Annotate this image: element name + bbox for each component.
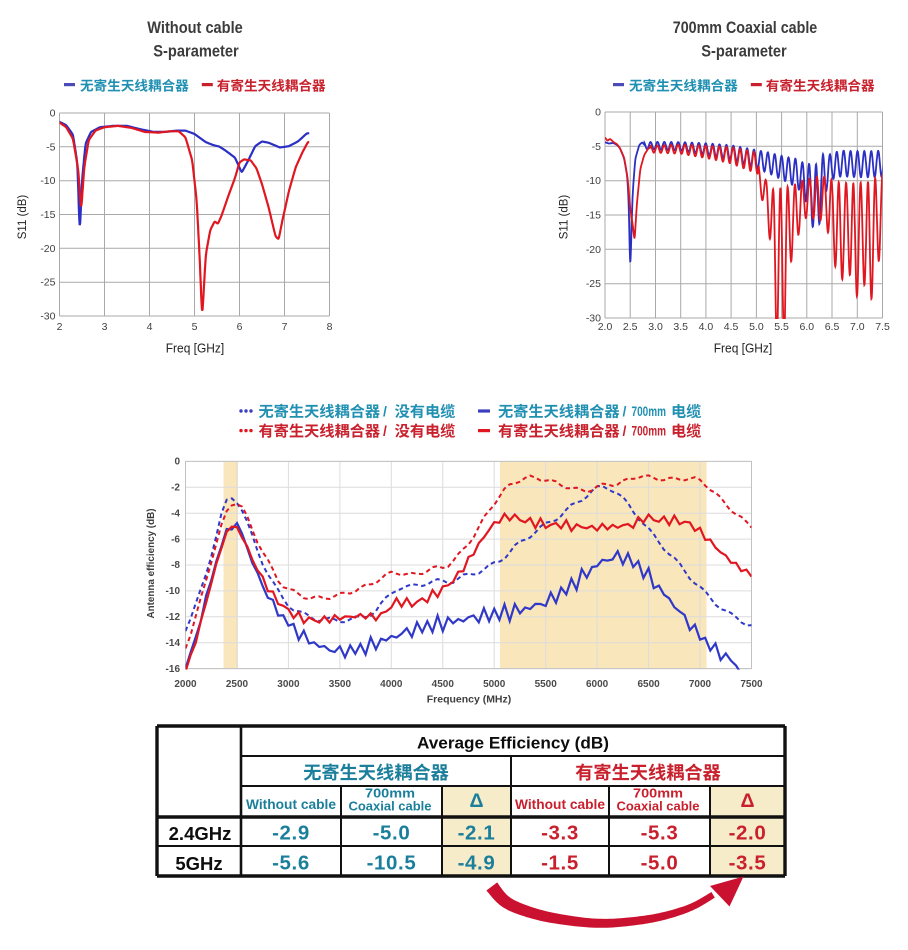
svg-text:/: / [623,423,627,439]
svg-text:7500: 7500 [740,679,763,690]
svg-text:5: 5 [192,321,198,333]
svg-text:Without cable: Without cable [246,797,336,812]
svg-text:Δ: Δ [740,790,754,812]
svg-text:2500: 2500 [226,679,249,690]
svg-text:4500: 4500 [432,679,455,690]
svg-text:Coaxial cable: Coaxial cable [349,800,432,814]
svg-text:Without cable: Without cable [515,797,605,812]
svg-text:-5: -5 [46,141,55,153]
svg-text:6: 6 [237,321,243,333]
svg-text:-5.0: -5.0 [641,852,679,875]
svg-text:-8: -8 [171,560,180,571]
svg-text:0: 0 [50,108,56,120]
svg-text:3000: 3000 [277,679,300,690]
svg-text:-30: -30 [586,313,601,325]
svg-text:3: 3 [102,321,108,333]
svg-text:2.5: 2.5 [623,321,638,333]
svg-text:3500: 3500 [329,679,352,690]
svg-text:-10.5: -10.5 [367,852,417,875]
svg-text:7.0: 7.0 [850,321,865,333]
svg-text:-14: -14 [166,638,181,649]
svg-text:-4.9: -4.9 [458,852,496,875]
svg-text:7000: 7000 [689,679,712,690]
svg-text:5GHz: 5GHz [175,853,222,874]
svg-text:-20: -20 [586,244,601,256]
svg-text:6500: 6500 [637,679,660,690]
svg-text:2.0: 2.0 [598,321,613,333]
svg-text:Freq [GHz]: Freq [GHz] [166,341,225,356]
svg-text:2.4GHz: 2.4GHz [169,823,232,844]
svg-text:-1.5: -1.5 [541,852,579,875]
svg-text:-6: -6 [171,534,180,545]
svg-text:7: 7 [282,321,288,333]
svg-text:-2: -2 [171,483,180,494]
svg-text:Frequency (MHz): Frequency (MHz) [427,694,512,706]
svg-text:6000: 6000 [586,679,609,690]
svg-text:4.5: 4.5 [724,321,739,333]
svg-text:-5.6: -5.6 [272,852,310,875]
svg-text:Average Efficiency (dB): Average Efficiency (dB) [417,735,609,753]
svg-text:-12: -12 [166,612,181,623]
svg-text:5.0: 5.0 [749,321,764,333]
svg-text:Freq [GHz]: Freq [GHz] [714,341,773,356]
svg-text:-15: -15 [40,209,55,221]
svg-text:-2.0: -2.0 [729,822,767,845]
svg-text:8: 8 [327,321,333,333]
svg-text:-2.1: -2.1 [458,822,496,845]
svg-text:2000: 2000 [174,679,197,690]
svg-text:-20: -20 [40,243,55,255]
svg-text:5000: 5000 [483,679,506,690]
svg-text:3.5: 3.5 [673,321,688,333]
svg-text:7.5: 7.5 [875,321,890,333]
svg-text:4000: 4000 [380,679,403,690]
svg-text:-25: -25 [40,277,55,289]
svg-text:6.0: 6.0 [799,321,814,333]
svg-text:-5.3: -5.3 [641,822,679,845]
svg-text:S-parameter: S-parameter [153,43,239,61]
svg-text:-30: -30 [40,311,55,323]
svg-text:3.0: 3.0 [648,321,663,333]
svg-text:0: 0 [174,457,180,468]
svg-text:700mm: 700mm [632,403,667,419]
svg-text:S-parameter: S-parameter [701,43,787,61]
svg-text:4.0: 4.0 [699,321,714,333]
svg-text:-10: -10 [586,175,601,187]
svg-text:700mm: 700mm [632,423,667,439]
svg-text:-4: -4 [171,508,180,519]
svg-text:0: 0 [595,107,601,119]
svg-text:-15: -15 [586,210,601,222]
svg-text:S11 (dB): S11 (dB) [559,195,571,240]
svg-text:700mm: 700mm [365,787,415,801]
svg-text:700mm: 700mm [633,787,683,801]
svg-text:-3.5: -3.5 [729,852,767,875]
svg-text:6.5: 6.5 [825,321,840,333]
svg-text:-10: -10 [166,586,181,597]
svg-text:-25: -25 [586,278,601,290]
svg-text:700mm Coaxial cable: 700mm Coaxial cable [673,19,818,37]
svg-text:S11 (dB): S11 (dB) [17,195,29,240]
svg-text:-5: -5 [592,141,601,153]
svg-text:-5.0: -5.0 [373,822,411,845]
svg-text:/: / [623,403,627,419]
svg-text:-3.3: -3.3 [541,822,579,845]
svg-text:Δ: Δ [469,790,483,812]
svg-text:4: 4 [147,321,153,333]
svg-text:/: / [383,423,387,439]
svg-text:Antenna efficiency (dB): Antenna efficiency (dB) [145,509,157,619]
svg-text:-10: -10 [40,175,55,187]
svg-text:2: 2 [57,321,63,333]
svg-text:-16: -16 [166,664,181,675]
svg-text:5500: 5500 [535,679,558,690]
svg-text:Coaxial cable: Coaxial cable [617,800,700,814]
svg-text:/: / [383,403,387,419]
svg-text:Without cable: Without cable [147,19,243,37]
svg-text:5.5: 5.5 [774,321,789,333]
svg-text:-2.9: -2.9 [272,822,310,845]
